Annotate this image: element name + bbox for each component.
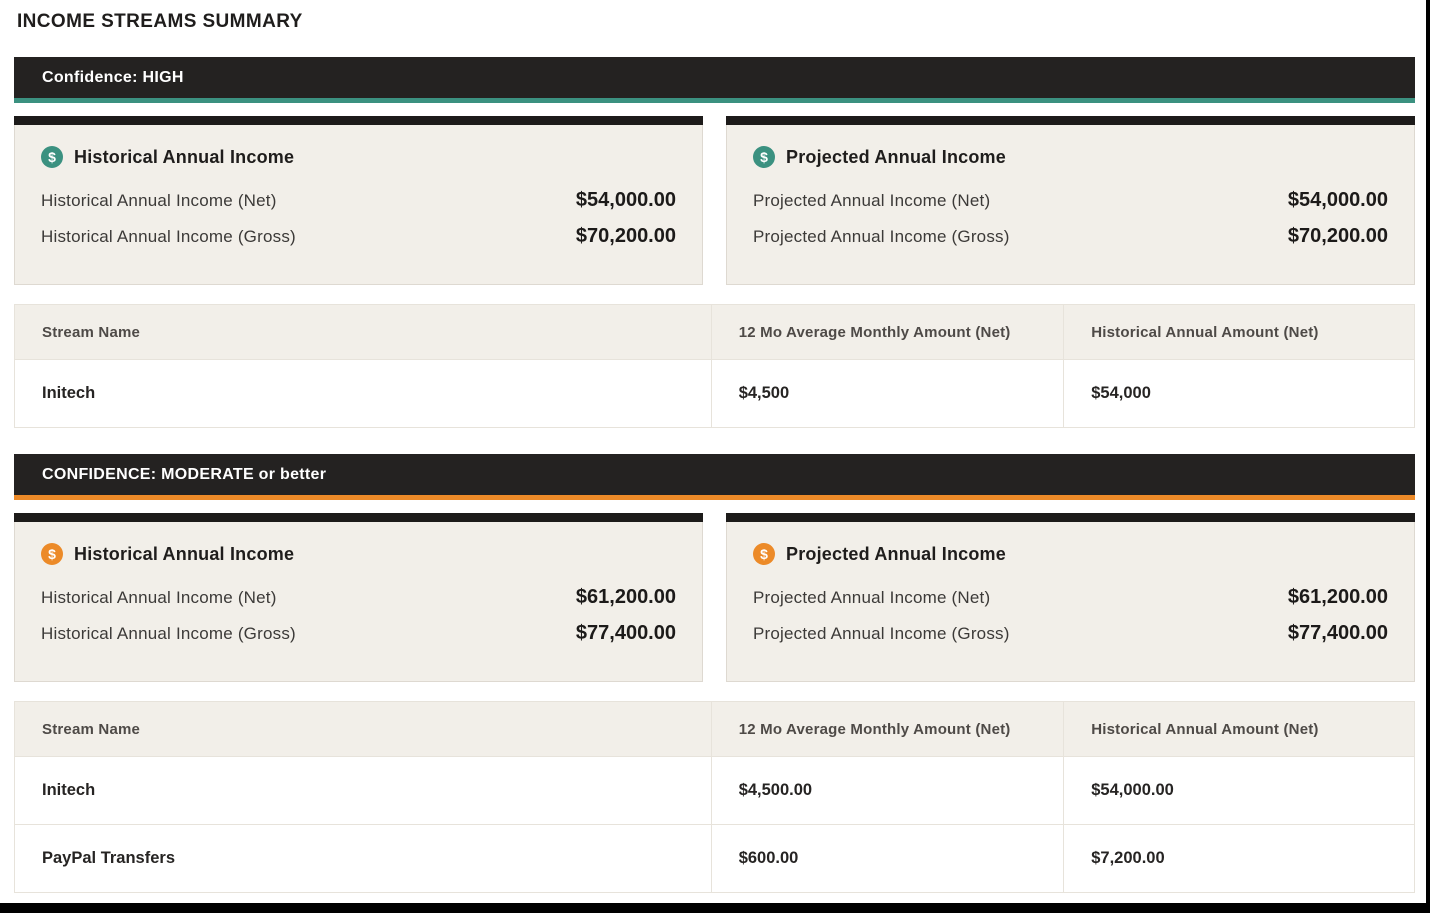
card-title: Historical Annual Income (74, 543, 295, 564)
page-title: INCOME STREAMS SUMMARY (17, 11, 303, 32)
income-net-label: Historical Annual Income (Net) (41, 190, 277, 210)
monthly-amount-cell: $4,500.00 (711, 757, 1065, 824)
table-header-row: Stream Name 12 Mo Average Monthly Amount… (15, 702, 1414, 756)
income-net-label: Projected Annual Income (Net) (753, 190, 991, 210)
income-gross-label: Historical Annual Income (Gross) (41, 226, 296, 246)
confidence-high-label: Confidence: HIGH (42, 68, 184, 86)
confidence-moderate-header-bar: CONFIDENCE: MODERATE or better (14, 454, 1415, 500)
income-gross-value: $70,200.00 (575, 225, 676, 247)
monthly-amount-header: 12 Mo Average Monthly Amount (Net) (711, 702, 1065, 756)
stream-name-header: Stream Name (15, 305, 712, 359)
stream-name-cell: Initech (15, 360, 712, 427)
income-net-label: Projected Annual Income (Net) (753, 587, 991, 607)
annual-amount-cell: $7,200.00 (1064, 825, 1414, 892)
table-row: Initech $4,500 $54,000 (15, 359, 1414, 427)
income-gross-row: Projected Annual Income (Gross) $70,200.… (753, 225, 1388, 248)
moderate-summary-cards: $ Historical Annual Income Historical An… (14, 513, 1415, 682)
stream-name-header: Stream Name (15, 702, 712, 756)
annual-amount-header: Historical Annual Amount (Net) (1064, 305, 1414, 359)
dollar-circle-icon: $ (41, 146, 63, 168)
income-gross-label: Projected Annual Income (Gross) (753, 226, 1010, 246)
report-content: INCOME STREAMS SUMMARY Confidence: HIGH … (14, 0, 1415, 893)
monthly-amount-cell: $600.00 (711, 825, 1065, 892)
card-title: Historical Annual Income (74, 146, 295, 167)
confidence-high-section: Confidence: HIGH $ Historical Annual Inc… (14, 57, 1415, 428)
card-title: Projected Annual Income (786, 146, 1006, 167)
stream-name-cell: Initech (15, 757, 712, 824)
high-streams-table: Stream Name 12 Mo Average Monthly Amount… (14, 304, 1415, 428)
monthly-amount-header: 12 Mo Average Monthly Amount (Net) (711, 305, 1065, 359)
income-net-value: $54,000.00 (575, 189, 676, 211)
card-title: Projected Annual Income (786, 543, 1006, 564)
income-gross-label: Historical Annual Income (Gross) (41, 623, 296, 643)
income-net-row: Historical Annual Income (Net) $54,000.0… (41, 189, 676, 212)
card-title-row: $ Projected Annual Income (753, 543, 1388, 565)
income-gross-value: $77,400.00 (575, 622, 676, 644)
card-body: $ Projected Annual Income Projected Annu… (726, 125, 1415, 285)
card-title-row: $ Projected Annual Income (753, 146, 1388, 168)
income-net-label: Historical Annual Income (Net) (41, 587, 277, 607)
annual-amount-cell: $54,000 (1064, 360, 1414, 427)
card-title-row: $ Historical Annual Income (41, 146, 676, 168)
annual-amount-header: Historical Annual Amount (Net) (1064, 702, 1414, 756)
income-net-row: Historical Annual Income (Net) $61,200.0… (41, 586, 676, 609)
card-title-row: $ Historical Annual Income (41, 543, 676, 565)
income-gross-row: Projected Annual Income (Gross) $77,400.… (753, 622, 1388, 645)
card-body: $ Historical Annual Income Historical An… (14, 125, 703, 285)
dollar-circle-icon: $ (753, 146, 775, 168)
card-body: $ Projected Annual Income Projected Annu… (726, 522, 1415, 682)
table-row: Initech $4,500.00 $54,000.00 (15, 756, 1414, 824)
moderate-projected-annual-income-card: $ Projected Annual Income Projected Annu… (726, 513, 1415, 682)
income-gross-row: Historical Annual Income (Gross) $77,400… (41, 622, 676, 645)
confidence-moderate-section: CONFIDENCE: MODERATE or better $ Histori… (14, 454, 1415, 893)
moderate-streams-table: Stream Name 12 Mo Average Monthly Amount… (14, 701, 1415, 893)
income-net-row: Projected Annual Income (Net) $61,200.00 (753, 586, 1388, 609)
high-summary-cards: $ Historical Annual Income Historical An… (14, 116, 1415, 285)
confidence-high-header-bar: Confidence: HIGH (14, 57, 1415, 103)
card-body: $ Historical Annual Income Historical An… (14, 522, 703, 682)
high-projected-annual-income-card: $ Projected Annual Income Projected Annu… (726, 116, 1415, 285)
income-gross-value: $77,400.00 (1287, 622, 1388, 644)
stream-name-cell: PayPal Transfers (15, 825, 712, 892)
income-net-value: $61,200.00 (575, 586, 676, 608)
monthly-amount-cell: $4,500 (711, 360, 1065, 427)
income-gross-label: Projected Annual Income (Gross) (753, 623, 1010, 643)
annual-amount-cell: $54,000.00 (1064, 757, 1414, 824)
dollar-circle-icon: $ (753, 543, 775, 565)
screen-bottom-edge (0, 903, 1430, 913)
table-header-row: Stream Name 12 Mo Average Monthly Amount… (15, 305, 1414, 359)
income-gross-row: Historical Annual Income (Gross) $70,200… (41, 225, 676, 248)
income-gross-value: $70,200.00 (1287, 225, 1388, 247)
income-net-value: $61,200.00 (1287, 586, 1388, 608)
high-historical-annual-income-card: $ Historical Annual Income Historical An… (14, 116, 703, 285)
dollar-circle-icon: $ (41, 543, 63, 565)
table-row: PayPal Transfers $600.00 $7,200.00 (15, 824, 1414, 892)
confidence-moderate-label: CONFIDENCE: MODERATE or better (42, 465, 327, 483)
screen-right-edge (1426, 0, 1430, 913)
moderate-historical-annual-income-card: $ Historical Annual Income Historical An… (14, 513, 703, 682)
income-net-row: Projected Annual Income (Net) $54,000.00 (753, 189, 1388, 212)
income-net-value: $54,000.00 (1287, 189, 1388, 211)
